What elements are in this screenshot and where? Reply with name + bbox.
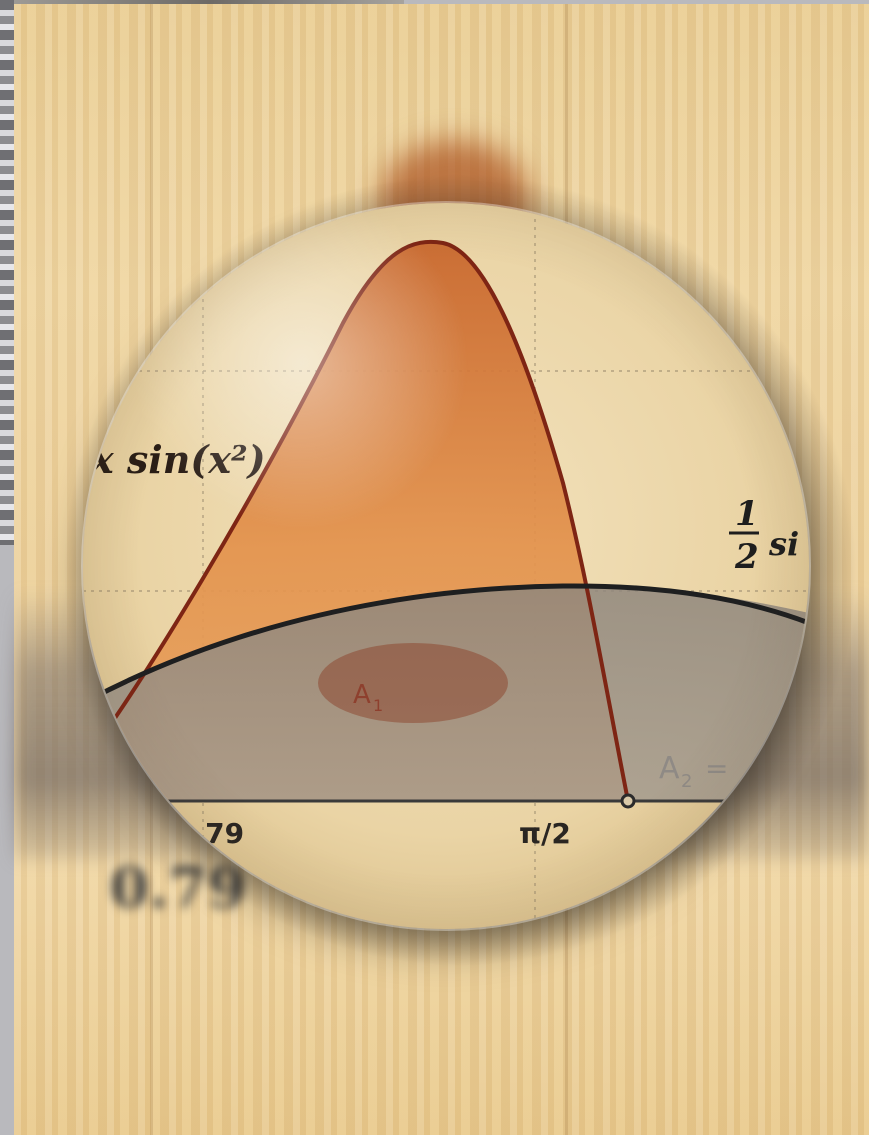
background-page-strip — [0, 0, 14, 545]
region-a1-highlight — [318, 643, 508, 723]
magnifying-lens: x sin(x²) 1 2 si A 1 A 2 = 0.79 π/2 — [83, 203, 809, 929]
left-formula-label: x sin(x²) — [90, 437, 266, 482]
shaded-region — [83, 585, 809, 801]
region-a1-subscript: 1 — [373, 696, 383, 715]
lens-plot: x sin(x²) 1 2 si A 1 A 2 = 0.79 π/2 — [83, 203, 809, 929]
right-formula-tail: si — [768, 525, 799, 563]
region-a2-subscript: 2 — [681, 771, 692, 792]
right-formula-numerator: 1 — [735, 494, 759, 534]
region-a2-tail: = — [705, 752, 728, 785]
intersection-point — [620, 793, 636, 809]
region-a1-label: A — [353, 680, 371, 710]
right-formula-denominator: 2 — [734, 537, 759, 577]
region-a2-label: A — [659, 751, 680, 786]
half-sin-curve — [83, 583, 809, 706]
background-top-strip — [14, 0, 404, 6]
tick-label-right: π/2 — [519, 817, 571, 850]
